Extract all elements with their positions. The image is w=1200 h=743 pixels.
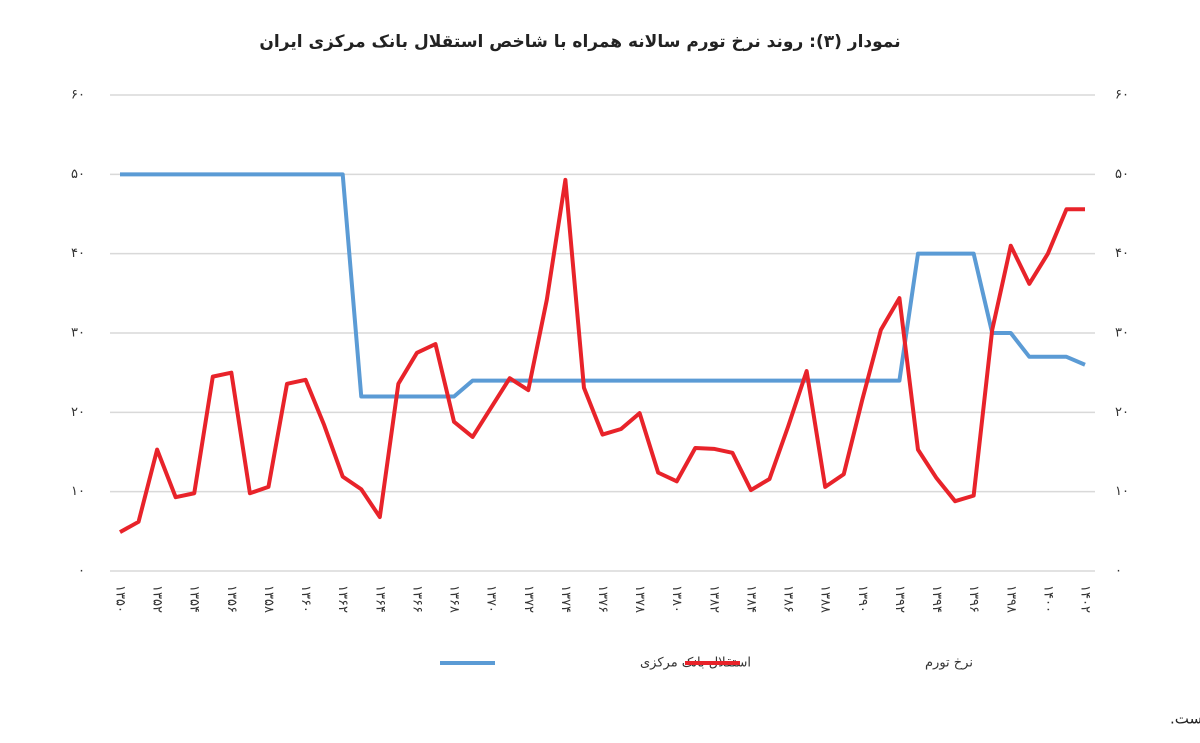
x-tick-label: ۱۳۵۴: [187, 585, 202, 613]
source-note: منبع: اطلاعات مربوط به نرخ تورم سالانه ا…: [1170, 710, 1200, 728]
x-tick-label: ۱۳۵۰: [113, 585, 128, 613]
x-tick-label: ۱۳۹۴: [929, 585, 944, 613]
x-tick-label: ۱۳۸۰: [669, 585, 684, 613]
x-tick-label: ۱۳۹۲: [892, 585, 907, 613]
x-tick-label: ۱۳۹۰: [855, 585, 870, 613]
x-tick-label: ۱۳۵۲: [150, 585, 165, 613]
x-tick-label: ۱۳۸۴: [743, 585, 758, 613]
x-tick-label: ۱۳۶۰: [298, 585, 313, 613]
x-tick-label: ۱۳۹۸: [1003, 585, 1018, 613]
x-tick-label: ۱۳۵۸: [261, 585, 276, 613]
chart-title: نمودار (۳): روند نرخ تورم سالانه همراه ب…: [259, 32, 900, 52]
x-tick-label: ۱۳۸۶: [781, 585, 796, 613]
x-tick-label: ۱۳۸۸: [818, 585, 833, 613]
x-tick-label: ۱۳۶۲: [335, 585, 350, 613]
y2-tick-label: ۰: [1115, 564, 1122, 579]
x-tick-label: ۱۳۶۴: [372, 585, 387, 613]
y-tick-label: ۵۰: [71, 167, 85, 182]
y2-tick-label: ۵۰: [1115, 167, 1129, 182]
y2-tick-label: ۲۰: [1115, 405, 1129, 420]
y2-tick-label: ۳۰: [1115, 326, 1129, 341]
y-tick-label: ۲۰: [71, 405, 85, 420]
y2-tick-label: ۶۰: [1115, 88, 1129, 103]
series-line: [120, 172, 1086, 399]
y-tick-label: ۱۰: [71, 484, 85, 499]
x-tick-label: ۱۳۵۶: [224, 585, 239, 613]
x-tick-label: ۱۳۷۰: [484, 585, 499, 613]
y2-tick-label: ۱۰: [1115, 484, 1129, 499]
x-tick-label: ۱۳۶۸: [447, 585, 462, 613]
y-tick-label: ۳۰: [71, 326, 85, 341]
y-tick-label: ۶۰: [71, 88, 85, 103]
x-tick-label: ۱۳۶۶: [409, 585, 424, 613]
x-tick-label: ۱۳۷۶: [595, 585, 610, 613]
series-line: [119, 177, 1085, 534]
y-tick-label: ۰: [78, 564, 85, 579]
x-tick-label: ۱۳۹۶: [966, 585, 981, 613]
y-tick-label: ۴۰: [71, 246, 85, 261]
x-tick-label: ۱۳۸۲: [706, 585, 721, 613]
legend-label: نرخ تورم: [925, 656, 973, 671]
x-tick-label: ۱۴۰۲: [1078, 585, 1093, 613]
x-tick-label: ۱۳۷۸: [632, 585, 647, 613]
x-tick-label: ۱۳۷۴: [558, 585, 573, 613]
x-tick-label: ۱۴۰۰: [1040, 585, 1055, 613]
x-tick-label: ۱۳۷۲: [521, 585, 536, 613]
y2-tick-label: ۴۰: [1115, 246, 1129, 261]
